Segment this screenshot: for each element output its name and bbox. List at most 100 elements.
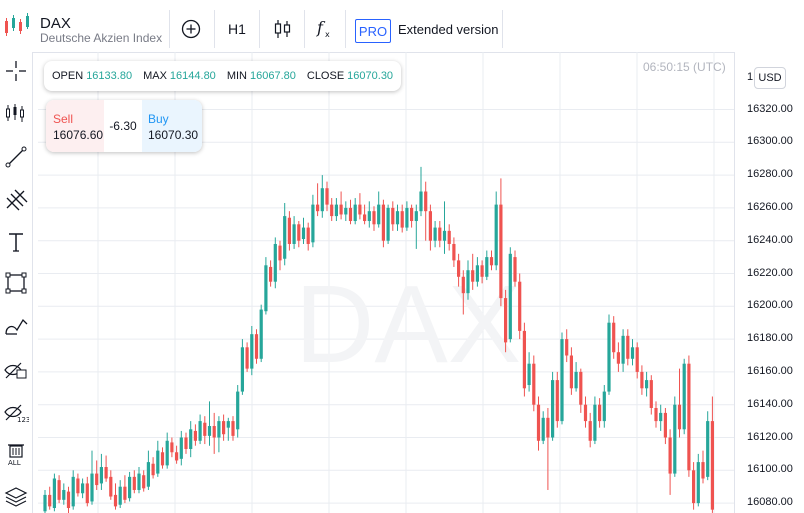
candle-body [654, 407, 658, 422]
candle-body [231, 421, 235, 436]
price-tick: 16140.00 [747, 397, 793, 410]
buy-button[interactable]: Buy 16070.30 [142, 100, 202, 152]
candle-body [442, 230, 447, 241]
chart-canvas[interactable]: DAX [38, 52, 734, 513]
candle-body [410, 207, 414, 222]
price-tick: 16260.00 [747, 200, 793, 213]
candle-body [461, 276, 465, 294]
candle-body [156, 450, 160, 474]
pro-badge[interactable]: PRO [355, 19, 391, 43]
extended-version-link[interactable]: Extended version [398, 22, 499, 37]
svg-text:f: f [316, 18, 326, 37]
candle-body [635, 347, 639, 372]
price-tick: 16100.00 [747, 463, 793, 476]
divider [345, 10, 346, 48]
candle-body [254, 334, 259, 359]
candle-body [630, 347, 635, 359]
open-label: OPEN [52, 70, 84, 82]
candle-body [81, 483, 85, 494]
candle-body [297, 224, 301, 241]
candle-body [452, 243, 456, 261]
candle-body [137, 473, 141, 490]
candle-body [522, 330, 526, 389]
top-toolbar: DAX Deutsche Akzien Index H1 f x PRO Ext… [0, 0, 804, 53]
candle-body [696, 462, 700, 504]
candle-body [269, 266, 273, 282]
currency-button[interactable]: USD [754, 67, 786, 89]
candle-body [358, 204, 362, 215]
divider [169, 10, 170, 48]
chart-style-tool[interactable] [2, 99, 30, 127]
layers-tool[interactable] [2, 482, 30, 510]
fib-tool[interactable] [2, 186, 30, 214]
candle-body [207, 426, 212, 436]
candle-body [494, 204, 498, 266]
candle-body [532, 363, 536, 405]
candle-body [668, 437, 672, 474]
crosshair-tool[interactable] [2, 57, 30, 85]
price-tick: 16120.00 [747, 430, 793, 443]
price-tick: 1 [747, 71, 754, 83]
candle-body [240, 347, 244, 392]
hide-indicators-tool[interactable]: 123 [2, 398, 30, 426]
add-circle-icon [181, 19, 201, 39]
remove-all-tool[interactable]: ALL [2, 440, 30, 468]
candle-body [565, 339, 569, 356]
indicators-button[interactable]: f x [313, 10, 337, 48]
candle-body [659, 412, 663, 422]
candle-body [146, 462, 150, 487]
candle-body [353, 204, 357, 222]
candle-body [151, 463, 155, 476]
candle-body [598, 404, 602, 422]
candle-body [104, 467, 108, 479]
candle-body [226, 421, 230, 428]
rectangle-tool[interactable] [2, 269, 30, 297]
symbol-name[interactable]: DAX [40, 15, 71, 32]
min-label: MIN [226, 70, 247, 82]
timeframe-button[interactable]: H1 [228, 21, 246, 37]
candle-body [626, 335, 630, 359]
candle-body [113, 494, 118, 507]
text-tool[interactable] [2, 228, 30, 256]
trend-line-tool[interactable] [2, 143, 30, 171]
candle-body [184, 437, 188, 449]
symbol-description: Deutsche Akzien Index [40, 31, 163, 45]
candle-body [673, 404, 677, 474]
hide-drawings-icon [4, 362, 27, 379]
rectangle-icon [5, 272, 27, 294]
hide-drawings-tool[interactable] [2, 356, 30, 384]
remove-all-icon: ALL [8, 444, 24, 467]
candle-body [457, 260, 461, 277]
chart-type-button[interactable] [270, 10, 296, 48]
svg-text:ALL: ALL [8, 459, 21, 467]
candle-body [316, 204, 320, 212]
candle-body [123, 486, 127, 500]
price-axis[interactable]: 1 16320.00 16300.00 16280.00 16260.00 16240.… [734, 52, 804, 513]
candle-body [95, 473, 99, 486]
compare-symbol-button[interactable] [178, 10, 204, 48]
candle-body [391, 207, 395, 225]
candle-body [513, 257, 517, 282]
candle-body [142, 475, 146, 489]
candle-body [306, 227, 310, 244]
candle-body [118, 486, 122, 505]
candle-body [287, 217, 291, 244]
buy-label: Buy [148, 112, 169, 126]
candle-body [217, 421, 221, 438]
hide-indicators-icon: 123 [4, 404, 29, 424]
candle-body [475, 265, 479, 282]
candlestick-chart[interactable]: DAX [38, 52, 734, 513]
divider [259, 10, 260, 48]
drawing-toolbar: 123 ALL [0, 52, 33, 513]
brush-tool[interactable] [2, 312, 30, 340]
candle-body [377, 204, 381, 225]
candle-body [649, 380, 653, 408]
candle-body [348, 207, 353, 222]
sell-button[interactable]: Sell 16076.60 [46, 100, 104, 152]
candle-body [386, 207, 390, 241]
candle-body [499, 204, 503, 299]
candle-body [160, 452, 165, 466]
candle-body [301, 227, 306, 240]
max-value: 16144.80 [169, 70, 216, 82]
divider [502, 10, 503, 48]
